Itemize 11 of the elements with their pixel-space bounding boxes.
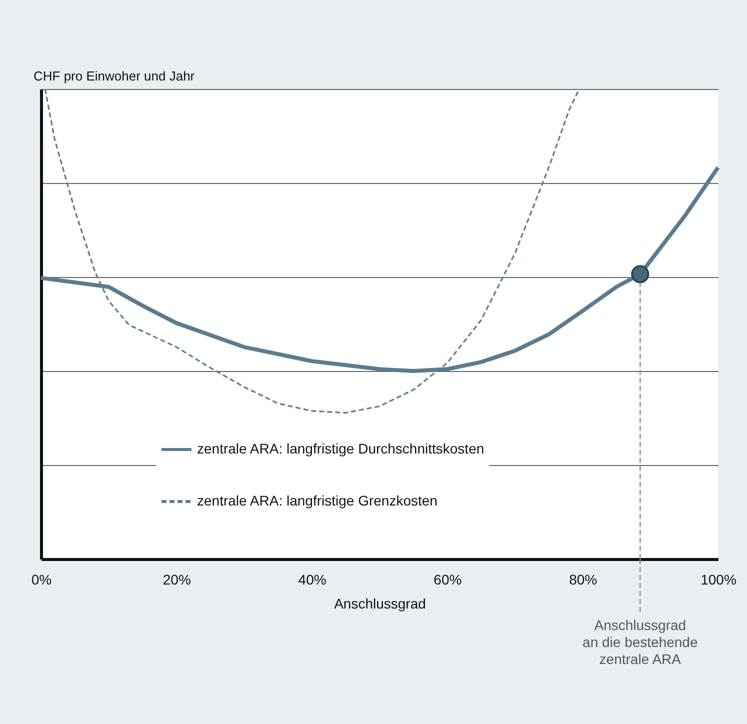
y-axis-title: CHF pro Einwoher und Jahr	[34, 68, 196, 84]
legend-label: zentrale ARA: langfristige Durchschnittskosten	[197, 440, 484, 456]
x-tick-label: 40%	[298, 572, 326, 588]
x-axis-title: Anschlussgrad	[334, 596, 426, 612]
x-tick-label: 20%	[162, 572, 191, 588]
ref-line-label: Anschlussgrad an die bestehende zentrale ARA	[582, 617, 698, 667]
x-tick-label: 0%	[31, 572, 52, 588]
legend-label: zentrale ARA: langfristige Grenzkosten	[197, 492, 438, 508]
x-tick-label: 60%	[434, 572, 462, 588]
x-tick-label: 80%	[569, 572, 598, 588]
x-tick-label: 100%	[700, 572, 736, 588]
